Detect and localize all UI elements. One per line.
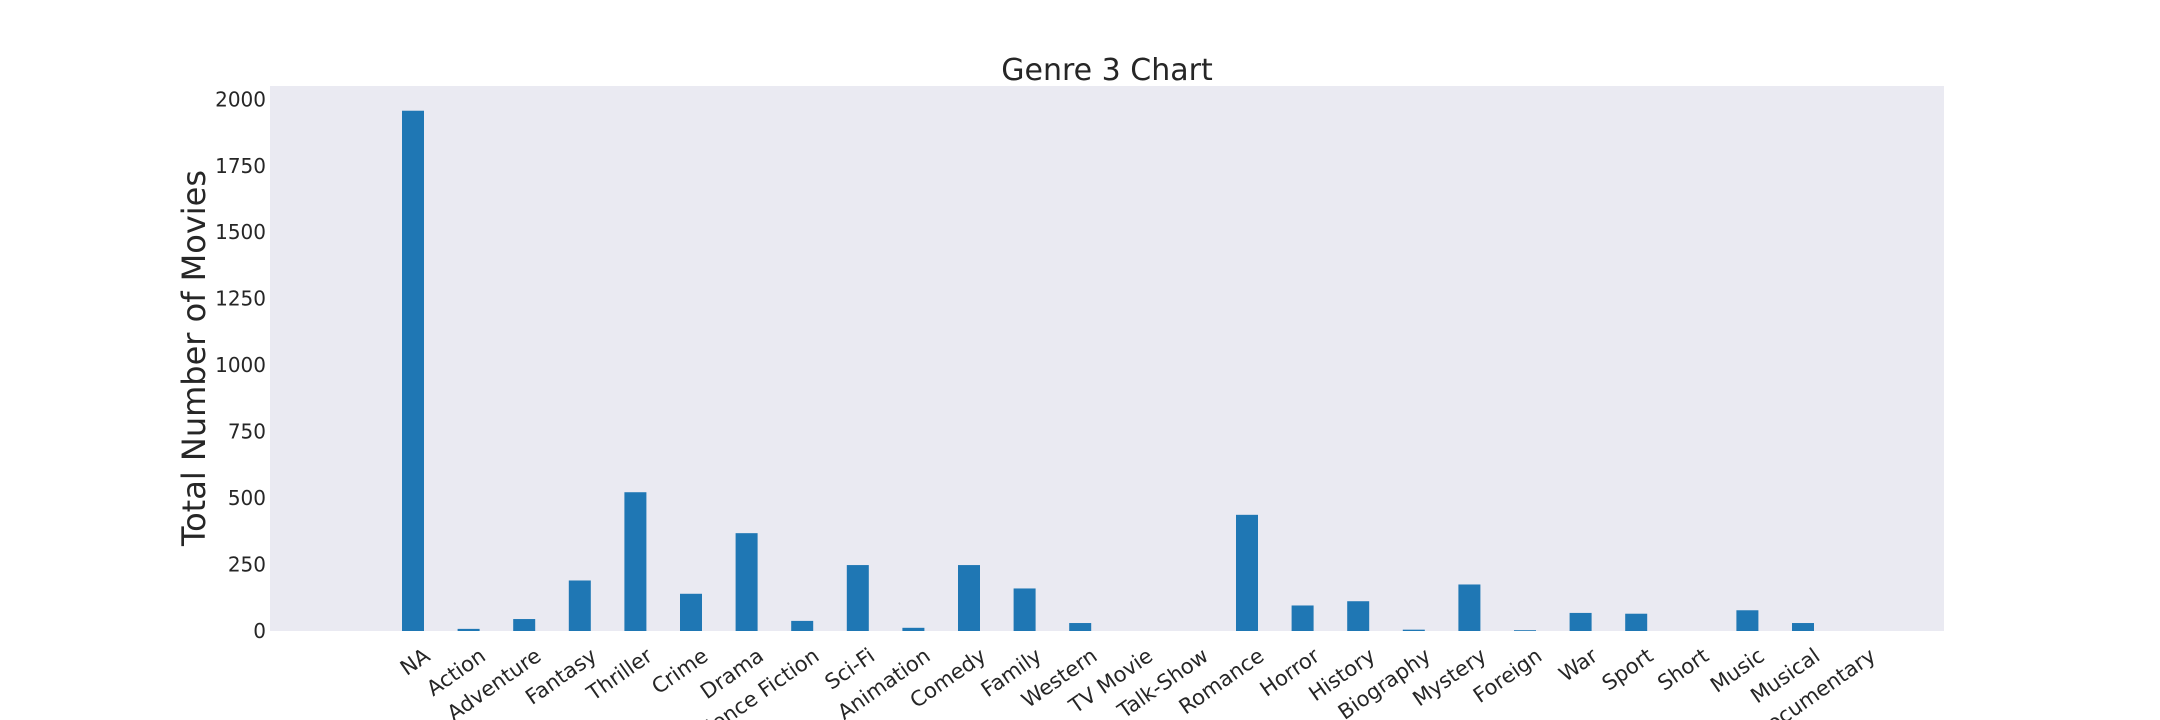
bar bbox=[1792, 623, 1814, 631]
y-tick-label: 0 bbox=[253, 619, 266, 643]
bar bbox=[1458, 584, 1481, 631]
y-tick-label: 500 bbox=[228, 486, 266, 510]
y-tick-label: 1250 bbox=[215, 287, 266, 311]
bar bbox=[1514, 630, 1536, 631]
bar bbox=[513, 619, 536, 631]
y-tick-label: 750 bbox=[228, 420, 266, 444]
bar bbox=[902, 627, 925, 631]
y-tick-label: 1750 bbox=[215, 154, 266, 178]
chart-title: Genre 3 Chart bbox=[1001, 53, 1213, 88]
x-tick-label: NA bbox=[396, 643, 435, 680]
y-tick-label: 250 bbox=[228, 553, 266, 577]
bars bbox=[402, 110, 1814, 632]
bar bbox=[735, 533, 758, 631]
y-tick-label: 1500 bbox=[215, 220, 266, 244]
bar bbox=[1236, 514, 1258, 631]
bar bbox=[402, 110, 424, 632]
x-tick-label: Short bbox=[1653, 643, 1713, 695]
bar bbox=[1291, 605, 1314, 631]
x-axis-ticks: NAActionAdventureFantasyThrillerCrimeDra… bbox=[396, 643, 1880, 720]
bar bbox=[1347, 601, 1370, 631]
bar bbox=[624, 492, 647, 631]
x-tick-label: War bbox=[1555, 643, 1603, 686]
bar bbox=[1402, 629, 1425, 631]
bar bbox=[846, 565, 869, 631]
bar bbox=[568, 580, 591, 631]
bar bbox=[1069, 623, 1092, 631]
bar bbox=[1736, 610, 1759, 631]
x-tick-label: Sport bbox=[1598, 643, 1658, 695]
y-axis-label: Total Number of Movies bbox=[175, 170, 213, 547]
bar bbox=[1625, 613, 1648, 631]
y-axis-ticks: 0 250 500 750 1000 1250 1500 1750 2000 bbox=[215, 87, 266, 643]
bar bbox=[1569, 612, 1592, 631]
bar bbox=[791, 620, 814, 631]
bar bbox=[457, 628, 480, 631]
plot-area bbox=[270, 86, 1944, 631]
bar bbox=[680, 593, 702, 631]
y-tick-label: 1000 bbox=[215, 353, 266, 377]
bar bbox=[958, 565, 980, 631]
bar bbox=[1013, 588, 1036, 631]
y-tick-label: 2000 bbox=[215, 87, 266, 111]
